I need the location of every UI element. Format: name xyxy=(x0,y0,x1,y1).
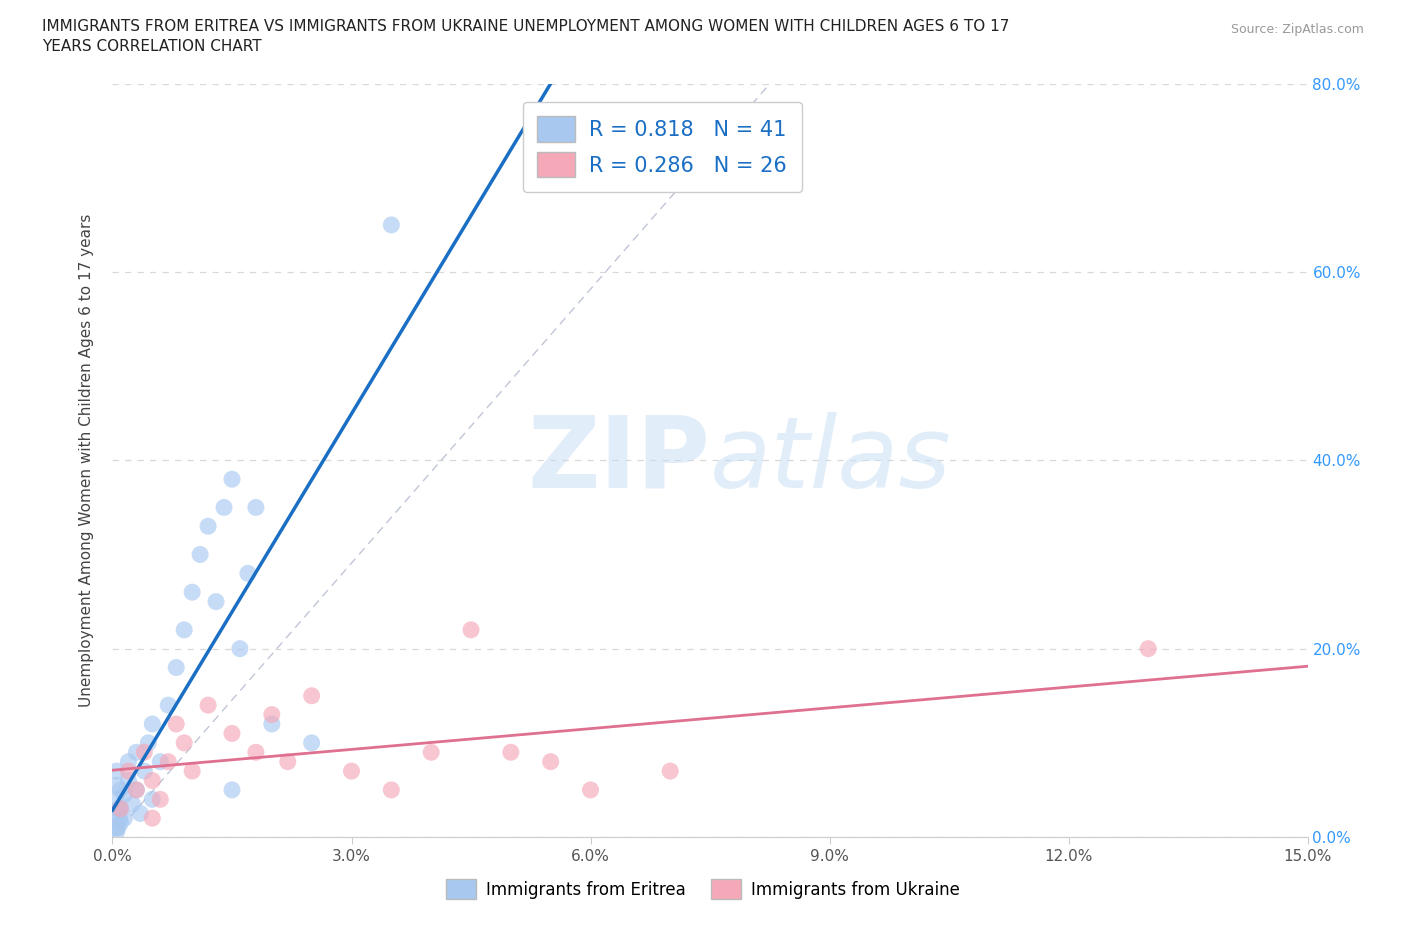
Point xyxy=(105,820,128,835)
Point xyxy=(165,717,187,732)
Text: IMMIGRANTS FROM ERITREA VS IMMIGRANTS FROM UKRAINE UNEMPLOYMENT AMONG WOMEN WITH: IMMIGRANTS FROM ERITREA VS IMMIGRANTS FR… xyxy=(42,19,1010,33)
Point xyxy=(105,792,128,807)
Point xyxy=(105,825,128,840)
Point xyxy=(121,797,143,812)
Point xyxy=(1137,642,1160,657)
Point xyxy=(117,764,139,778)
Point xyxy=(149,754,172,769)
Point xyxy=(129,806,152,821)
Text: YEARS CORRELATION CHART: YEARS CORRELATION CHART xyxy=(42,39,262,54)
Point xyxy=(221,472,243,486)
Point xyxy=(105,764,128,778)
Point xyxy=(181,764,204,778)
Point xyxy=(229,642,252,657)
Point xyxy=(260,717,283,732)
Point xyxy=(141,773,163,788)
Point xyxy=(420,745,443,760)
Point xyxy=(301,736,323,751)
Point xyxy=(134,764,156,778)
Legend: R = 0.818   N = 41, R = 0.286   N = 26: R = 0.818 N = 41, R = 0.286 N = 26 xyxy=(523,101,801,193)
Point xyxy=(149,792,172,807)
Point xyxy=(197,698,219,712)
Point xyxy=(221,726,243,741)
Point xyxy=(245,745,267,760)
Point xyxy=(110,816,132,830)
Point xyxy=(340,764,363,778)
Point xyxy=(141,717,163,732)
Point xyxy=(380,218,402,232)
Point xyxy=(659,764,682,778)
Point xyxy=(173,736,195,751)
Point xyxy=(108,802,131,817)
Point xyxy=(105,777,128,792)
Point xyxy=(380,782,402,797)
Point xyxy=(460,622,482,637)
Point xyxy=(197,519,219,534)
Point xyxy=(141,792,163,807)
Point xyxy=(110,802,132,817)
Point xyxy=(134,745,156,760)
Point xyxy=(157,698,180,712)
Point xyxy=(260,707,283,722)
Point xyxy=(173,622,195,637)
Point xyxy=(540,754,562,769)
Text: atlas: atlas xyxy=(710,412,952,509)
Point xyxy=(141,811,163,826)
Point xyxy=(110,782,132,797)
Text: Source: ZipAtlas.com: Source: ZipAtlas.com xyxy=(1230,23,1364,36)
Point xyxy=(181,585,204,600)
Point xyxy=(125,782,148,797)
Point xyxy=(277,754,299,769)
Point xyxy=(188,547,211,562)
Point xyxy=(114,811,135,826)
Y-axis label: Unemployment Among Women with Children Ages 6 to 17 years: Unemployment Among Women with Children A… xyxy=(79,214,94,707)
Point xyxy=(125,782,148,797)
Point xyxy=(579,782,602,797)
Point xyxy=(117,773,139,788)
Point xyxy=(117,754,139,769)
Point xyxy=(301,688,323,703)
Point xyxy=(221,782,243,797)
Point xyxy=(205,594,228,609)
Point xyxy=(236,565,259,580)
Text: ZIP: ZIP xyxy=(527,412,710,509)
Point xyxy=(499,745,522,760)
Point xyxy=(114,787,135,802)
Point xyxy=(165,660,187,675)
Point xyxy=(125,745,148,760)
Point xyxy=(245,500,267,515)
Point xyxy=(107,820,129,835)
Point xyxy=(212,500,235,515)
Point xyxy=(138,736,160,751)
Point xyxy=(157,754,180,769)
Legend: Immigrants from Eritrea, Immigrants from Ukraine: Immigrants from Eritrea, Immigrants from… xyxy=(437,870,969,908)
Point xyxy=(110,802,132,817)
Point xyxy=(108,811,131,826)
Point xyxy=(105,806,128,821)
